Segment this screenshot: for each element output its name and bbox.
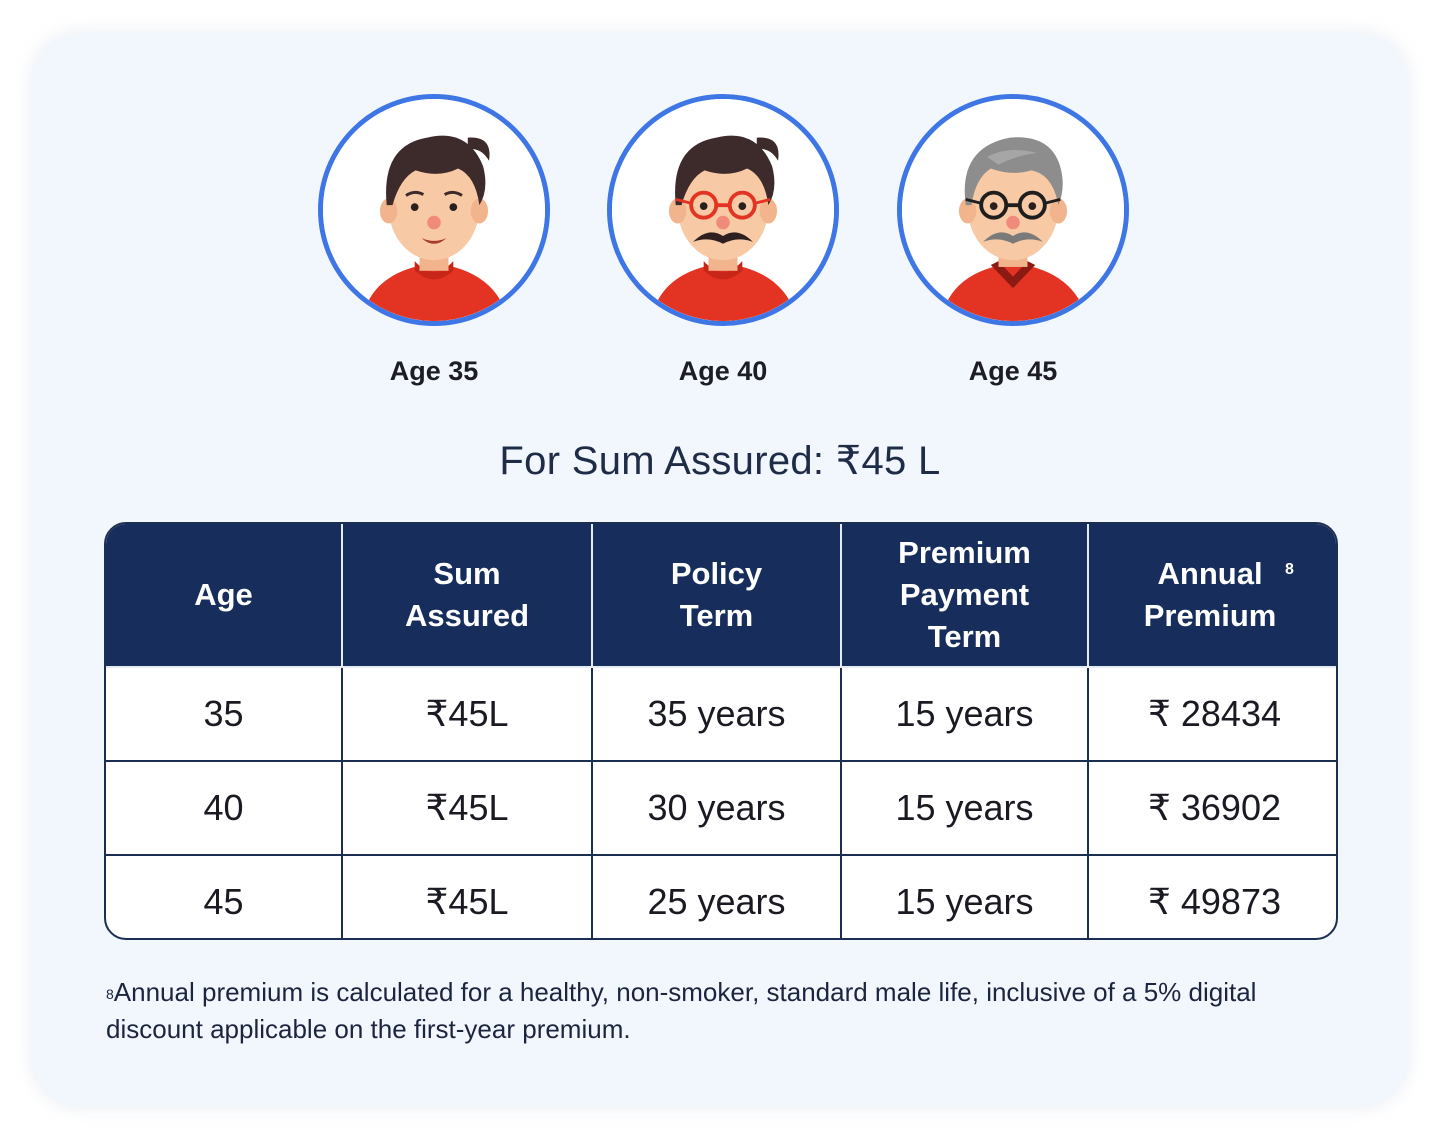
cell-annual-premium: ₹ 49873	[1087, 854, 1336, 938]
column-header-sum-assured: Sum Assured	[341, 524, 593, 668]
cell-age: 35	[106, 666, 343, 762]
cell-policy-term: 35 years	[591, 666, 842, 762]
persona-age-40: Age 40	[603, 94, 843, 387]
cell-payment-term: 15 years	[840, 760, 1089, 856]
table-header-row: Age Sum Assured Policy Term Premium Paym…	[106, 524, 1336, 668]
column-header-premium-payment-term: Premium Payment Term	[840, 524, 1089, 668]
middle-aged-man-glasses-avatar-icon	[607, 94, 839, 326]
young-man-avatar-icon	[318, 94, 550, 326]
footnote-marker: 8	[1285, 561, 1294, 578]
premium-table: Age Sum Assured Policy Term Premium Paym…	[104, 522, 1338, 940]
cell-sum-assured: ₹45L	[341, 666, 593, 762]
cell-payment-term: 15 years	[840, 854, 1089, 938]
persona-age-label: Age 40	[678, 356, 768, 386]
table-row: 45 ₹45L 25 years 15 years ₹ 49873	[106, 854, 1336, 938]
column-header-age: Age	[106, 524, 343, 668]
cell-age: 45	[106, 854, 343, 938]
cell-annual-premium: ₹ 36902	[1087, 760, 1336, 856]
footnote-text: Annual premium is calculated for a healt…	[106, 977, 1257, 1044]
sum-assured-headline: For Sum Assured: ₹45 L	[499, 439, 941, 483]
footnote: 8Annual premium is calculated for a heal…	[106, 974, 1336, 1048]
cell-sum-assured: ₹45L	[341, 760, 593, 856]
column-header-policy-term: Policy Term	[591, 524, 842, 668]
cell-payment-term: 15 years	[840, 666, 1089, 762]
table-row: 40 ₹45L 30 years 15 years ₹ 36902	[106, 760, 1336, 856]
cell-policy-term: 30 years	[591, 760, 842, 856]
persona-age-45: Age 45	[893, 94, 1133, 387]
persona-age-label: Age 45	[968, 356, 1058, 386]
cell-annual-premium: ₹ 28434	[1087, 666, 1336, 762]
persona-age-label: Age 35	[389, 356, 479, 386]
footnote-marker: 8	[106, 986, 114, 1002]
cell-policy-term: 25 years	[591, 854, 842, 938]
column-header-annual-premium: Annual Premium8	[1087, 524, 1336, 668]
cell-sum-assured: ₹45L	[341, 854, 593, 938]
persona-age-35: Age 35	[314, 94, 554, 387]
table-row: 35 ₹45L 35 years 15 years ₹ 28434	[106, 666, 1336, 762]
cell-age: 40	[106, 760, 343, 856]
older-man-grey-hair-avatar-icon	[897, 94, 1129, 326]
